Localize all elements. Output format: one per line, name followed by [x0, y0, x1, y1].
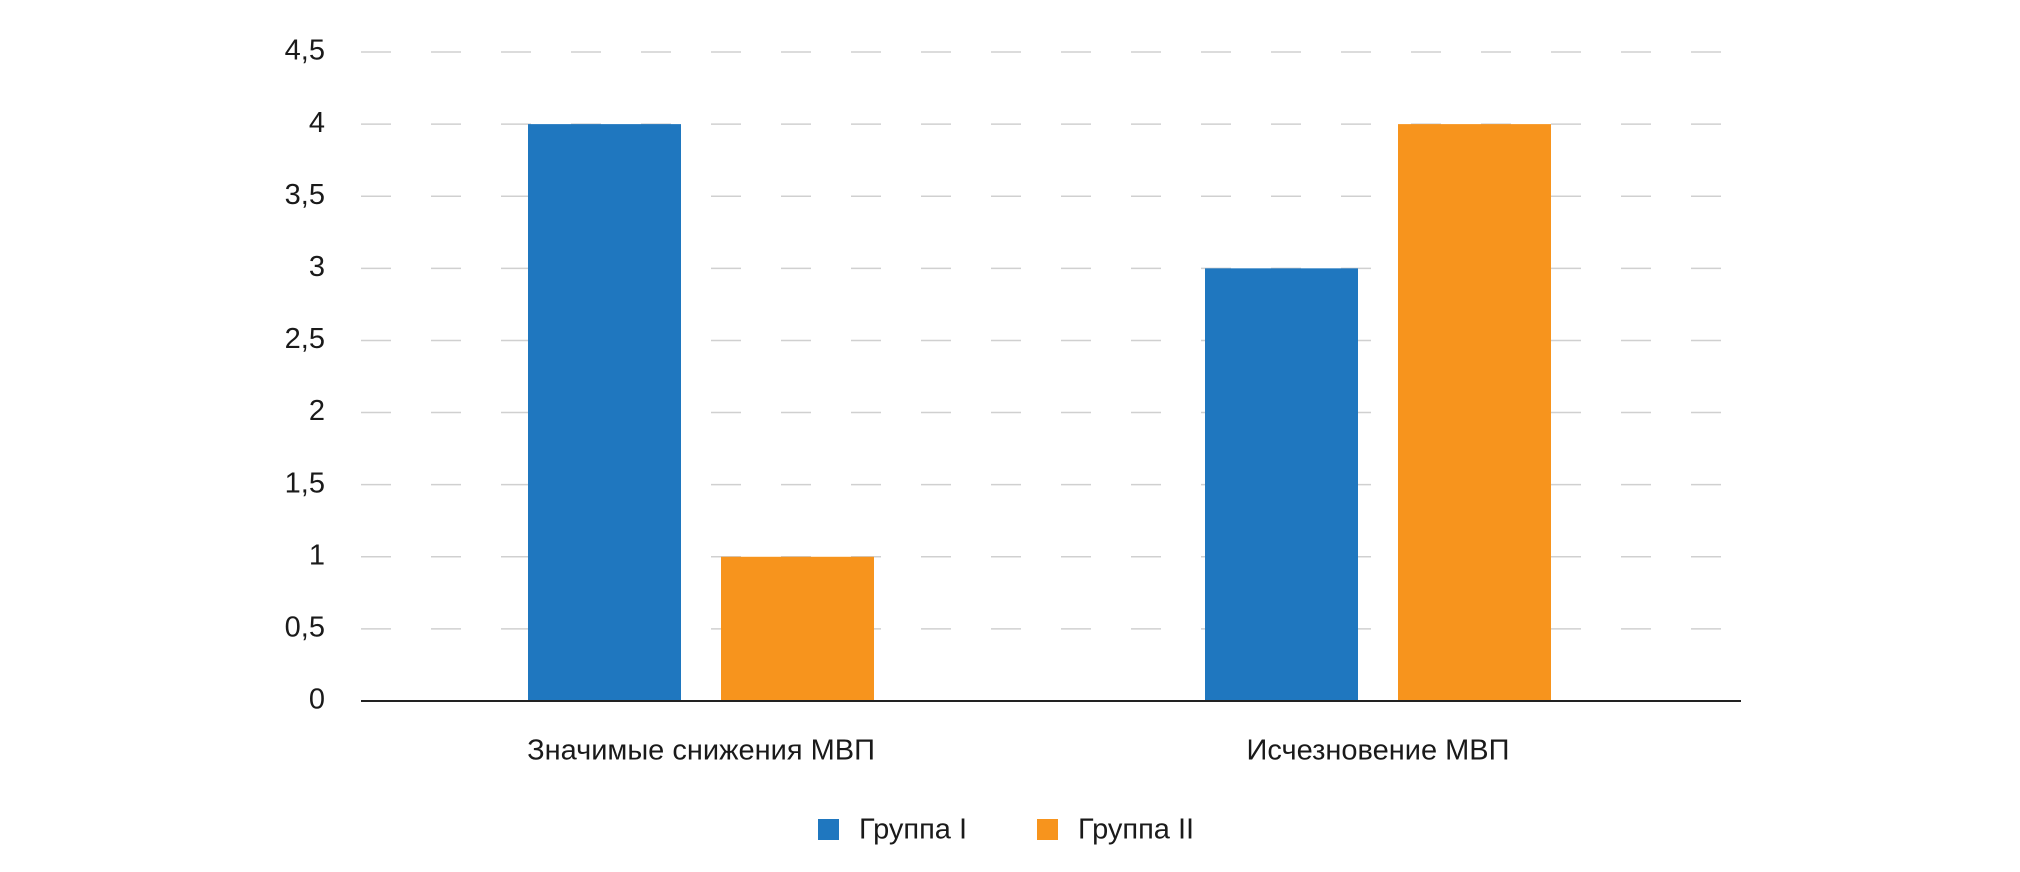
bar: [1398, 124, 1551, 702]
x-tick-label: Значимые снижения МВП: [527, 735, 875, 767]
y-tick-label: 0,5: [285, 612, 325, 644]
y-tick-label: 4: [309, 107, 325, 139]
y-tick-label: 2,5: [285, 323, 325, 355]
y-tick-label: 0: [309, 684, 325, 716]
legend-swatch: [818, 819, 839, 840]
y-tick-label: 3: [309, 251, 325, 283]
y-tick-label: 3,5: [285, 179, 325, 211]
y-tick-label: 4,5: [285, 35, 325, 67]
bar: [528, 124, 681, 702]
legend-label: Группа I: [859, 814, 967, 846]
y-tick-label: 1: [309, 539, 325, 571]
bar: [721, 556, 874, 701]
legend-label: Группа II: [1078, 814, 1194, 846]
y-tick-label: 2: [309, 395, 325, 427]
y-tick-label: 1,5: [285, 467, 325, 499]
bar: [1205, 268, 1358, 701]
legend-swatch: [1037, 819, 1058, 840]
x-tick-label: Исчезновение МВП: [1246, 735, 1509, 767]
